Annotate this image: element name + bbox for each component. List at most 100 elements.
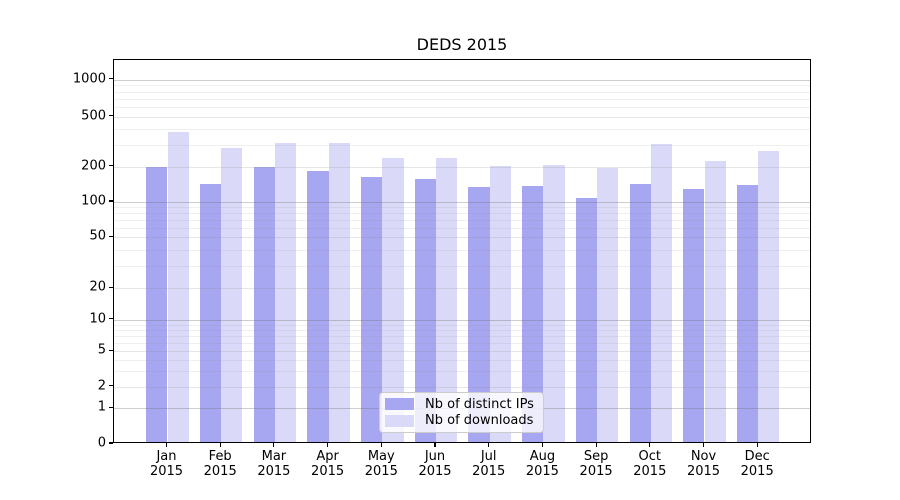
bar-downloads-jan — [167, 132, 189, 442]
grid-line-900 — [114, 85, 810, 87]
y-tick-label-2: 2 — [97, 378, 106, 394]
x-tick-mark-feb — [219, 443, 221, 447]
y-tick-mark-1 — [109, 406, 113, 408]
bar-ips-mar — [253, 166, 275, 442]
y-tick-mark-500 — [109, 115, 113, 117]
x-tick-year: 2015 — [203, 464, 237, 479]
bar-downloads-jun — [436, 157, 458, 442]
grid-line-800 — [114, 91, 810, 93]
legend-row-downloads: Nb of downloads — [385, 413, 537, 430]
grid-line-70 — [114, 220, 810, 222]
grid-line-1000 — [114, 79, 810, 81]
bar-downloads-jul — [489, 165, 511, 442]
x-tick-label-may: May 2015 — [351, 449, 411, 479]
x-tick-mark-sep — [595, 443, 597, 447]
x-tick-month: Nov — [690, 449, 717, 464]
bar-ips-sep — [575, 198, 598, 442]
x-tick-mark-may — [380, 443, 382, 447]
x-tick-label-apr: Apr 2015 — [298, 449, 358, 479]
x-tick-mark-oct — [649, 443, 651, 447]
x-tick-month: May — [367, 449, 395, 464]
bar-downloads-nov — [704, 161, 726, 442]
x-tick-mark-jun — [434, 443, 436, 447]
x-tick-mark-apr — [327, 443, 329, 447]
y-tick-mark-2 — [109, 385, 113, 387]
grid-line-80 — [114, 213, 810, 215]
bar-ips-jul — [468, 187, 490, 442]
grid-line-500 — [114, 116, 810, 118]
grid-line-700 — [114, 98, 810, 100]
grid-line-8 — [114, 329, 810, 331]
y-tick-label-5: 5 — [97, 342, 106, 358]
x-tick-year: 2015 — [472, 464, 506, 479]
y-tick-label-100: 100 — [81, 193, 106, 209]
legend-label-distinct-ips: Nb of distinct IPs — [425, 396, 534, 412]
grid-line-400 — [114, 128, 810, 130]
x-tick-month: Jan — [156, 449, 177, 464]
y-tick-label-50: 50 — [89, 228, 106, 244]
x-tick-year: 2015 — [686, 464, 721, 479]
grid-line-2 — [114, 386, 810, 388]
grid-line-100 — [114, 202, 810, 203]
bar-downloads-sep — [597, 168, 619, 442]
bar-ips-jan — [146, 167, 168, 442]
grid-line-30 — [114, 265, 810, 267]
x-tick-year: 2015 — [418, 464, 452, 479]
y-tick-label-20: 20 — [89, 279, 106, 295]
bar-ips-nov — [683, 188, 705, 442]
x-tick-month: Sep — [583, 449, 609, 464]
y-tick-mark-100 — [109, 200, 113, 202]
x-tick-month: Jun — [424, 449, 446, 464]
legend-label-downloads: Nb of downloads — [425, 413, 534, 429]
y-tick-label-10: 10 — [89, 311, 106, 327]
bar-ips-oct — [629, 184, 651, 442]
y-tick-mark-200 — [109, 165, 113, 167]
x-tick-mark-aug — [541, 443, 543, 447]
x-tick-label-nov: Nov 2015 — [674, 449, 734, 479]
x-tick-month: Mar — [261, 449, 287, 464]
x-tick-mark-nov — [702, 443, 705, 447]
x-tick-year: 2015 — [364, 464, 398, 479]
grid-line-9 — [114, 324, 810, 326]
grid-line-10 — [114, 319, 810, 321]
x-tick-mark-jan — [165, 443, 168, 447]
y-tick-label-200: 200 — [81, 158, 106, 174]
x-tick-year: 2015 — [579, 464, 613, 479]
x-tick-month: Aug — [529, 449, 556, 464]
x-tick-label-dec: Dec 2015 — [727, 449, 787, 479]
bar-downloads-mar — [274, 142, 297, 442]
x-tick-mark-mar — [273, 443, 275, 447]
x-tick-month: Feb — [208, 449, 232, 464]
y-tick-mark-10 — [109, 318, 113, 320]
legend-swatch-downloads — [385, 414, 414, 427]
plot-area — [113, 59, 811, 443]
x-tick-year: 2015 — [257, 464, 291, 479]
grid-line-50 — [114, 237, 810, 239]
x-tick-month: Jul — [480, 449, 497, 464]
x-tick-label-aug: Aug 2015 — [512, 449, 572, 479]
grid-line-20 — [114, 288, 810, 290]
grid-line-200 — [114, 166, 810, 168]
x-tick-label-oct: Oct 2015 — [620, 449, 680, 479]
bar-ips-jun — [414, 179, 436, 442]
x-tick-year: 2015 — [740, 464, 774, 479]
x-tick-year: 2015 — [633, 464, 667, 479]
grid-line-40 — [114, 249, 810, 251]
bar-downloads-dec — [758, 150, 780, 442]
y-tick-mark-0 — [109, 442, 113, 444]
legend-swatch-distinct-ips — [385, 398, 414, 411]
chart-title: DEDS 2015 — [416, 35, 508, 54]
x-tick-year: 2015 — [149, 464, 184, 479]
legend: Nb of distinct IPs Nb of downloads — [379, 392, 544, 433]
grid-line-6 — [114, 343, 810, 345]
grid-line-90 — [114, 207, 810, 209]
y-tick-label-1: 1 — [97, 399, 106, 415]
x-tick-month: Dec — [744, 449, 770, 464]
x-tick-label-jan: Jan 2015 — [137, 449, 197, 479]
bar-downloads-may — [382, 158, 404, 442]
x-tick-label-feb: Feb 2015 — [190, 449, 250, 479]
y-tick-label-1000: 1000 — [72, 71, 106, 87]
x-tick-month: Apr — [316, 449, 339, 464]
x-tick-label-jul: Jul 2015 — [459, 449, 519, 479]
